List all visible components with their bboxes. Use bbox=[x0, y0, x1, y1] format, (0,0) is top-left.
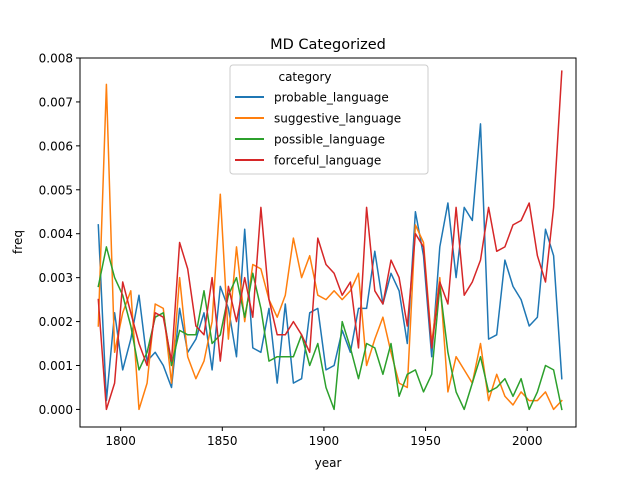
y-tick-label: 0.000 bbox=[39, 403, 73, 417]
y-tick-label: 0.003 bbox=[39, 271, 73, 285]
legend-label: possible_language bbox=[274, 133, 385, 147]
series-line-possible-language bbox=[97, 246, 563, 411]
legend-box bbox=[229, 64, 429, 175]
legend-label: probable_language bbox=[274, 91, 389, 105]
y-tick-label: 0.008 bbox=[39, 52, 73, 66]
y-tick-label: 0.001 bbox=[39, 359, 73, 373]
chart-title: MD Categorized bbox=[270, 37, 386, 53]
plot-frame bbox=[79, 57, 577, 428]
legend-label: forceful_language bbox=[274, 154, 381, 168]
y-tick-label: 0.005 bbox=[39, 183, 73, 197]
legend-title: category bbox=[278, 70, 331, 84]
legend-label: suggestive_language bbox=[274, 112, 401, 126]
x-axis: 1800 1850 1900 1950 2000 bbox=[105, 427, 542, 448]
y-tick-label: 0.007 bbox=[39, 95, 73, 109]
legend-items: probable_language suggestive_languageposs… bbox=[235, 91, 401, 168]
x-tick-label: 1900 bbox=[309, 434, 340, 448]
y-axis: 0.000 0.001 0.002 0.003 0.004 0.005 0.006 0.007… bbox=[39, 52, 80, 417]
x-tick-label: 1950 bbox=[410, 434, 441, 448]
y-axis-label: freq bbox=[11, 230, 25, 254]
legend: category probable_language suggestive_lan… bbox=[229, 64, 429, 175]
y-tick-label: 0.006 bbox=[39, 139, 73, 153]
x-tick-label: 1800 bbox=[105, 434, 136, 448]
series-layer bbox=[97, 70, 563, 411]
y-tick-label: 0.004 bbox=[39, 227, 73, 241]
series-line-forceful-language bbox=[97, 70, 563, 411]
x-tick-label: 1850 bbox=[207, 434, 238, 448]
x-axis-label: year bbox=[315, 456, 342, 470]
x-tick-label: 2000 bbox=[512, 434, 543, 448]
y-tick-label: 0.002 bbox=[39, 315, 73, 329]
